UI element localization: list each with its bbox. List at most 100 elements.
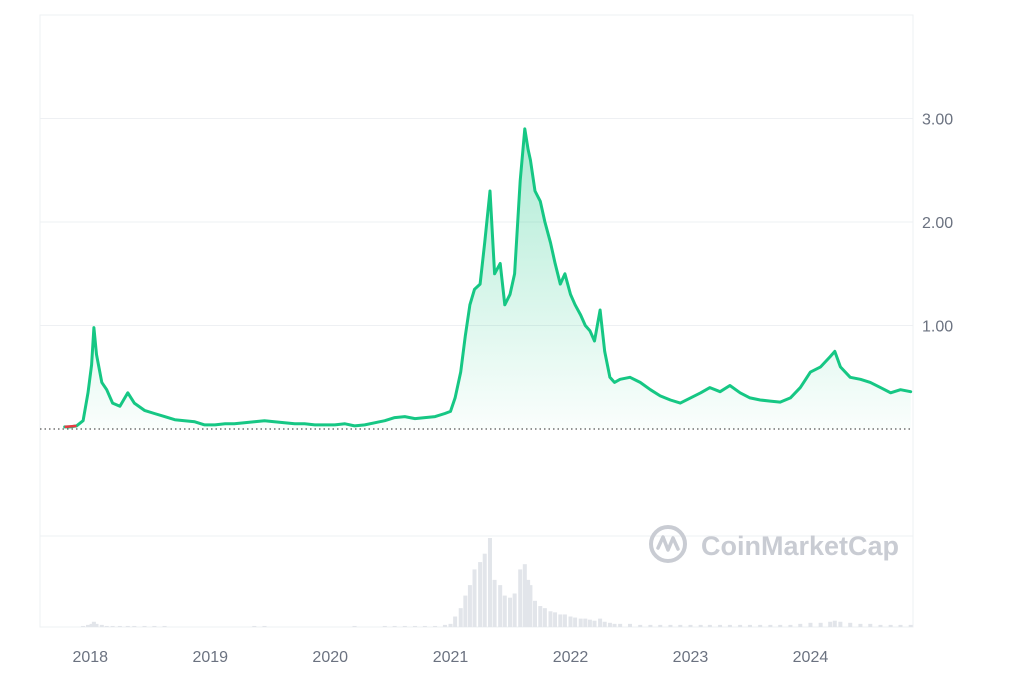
volume-bar xyxy=(898,624,903,627)
volume-bar xyxy=(832,620,837,627)
volume-bar xyxy=(518,569,523,627)
volume-bar xyxy=(598,618,603,627)
volume-bar xyxy=(562,614,567,627)
volume-bar xyxy=(81,625,86,627)
volume-bar xyxy=(162,625,167,627)
volume-bar xyxy=(99,624,104,627)
watermark-text: CoinMarketCap xyxy=(701,531,899,561)
volume-bar xyxy=(522,564,527,627)
volume-bar xyxy=(618,623,623,627)
y-tick-label: 3.00 xyxy=(922,112,953,129)
price-line-below-open xyxy=(64,424,77,429)
y-tick-label: 2.00 xyxy=(922,215,953,232)
volume-bar xyxy=(538,606,543,627)
volume-bar xyxy=(413,625,418,627)
volume-bar xyxy=(526,579,531,627)
volume-bar xyxy=(502,595,507,627)
volume-bars xyxy=(81,538,913,627)
volume-bar xyxy=(612,623,617,627)
volume-bar xyxy=(528,585,533,627)
volume-bar xyxy=(678,624,683,627)
volume-bar xyxy=(104,625,109,627)
x-tick-label: 2018 xyxy=(72,649,108,666)
volume-bar xyxy=(132,625,137,627)
y-axis-labels: 1.00 2.00 3.00 xyxy=(922,112,953,336)
volume-bar xyxy=(472,569,477,627)
volume-bar xyxy=(707,624,712,627)
volume-bar xyxy=(478,562,483,627)
volume-bar xyxy=(117,625,122,627)
volume-bar xyxy=(512,593,517,627)
volume-bar xyxy=(433,625,438,627)
volume-bar xyxy=(152,625,157,627)
volume-bar xyxy=(888,624,893,627)
volume-bar xyxy=(583,618,588,627)
volume-bar xyxy=(798,623,803,627)
volume-bar xyxy=(602,621,607,627)
coinmarketcap-logo-wave xyxy=(656,535,680,552)
x-tick-label: 2023 xyxy=(673,649,709,666)
volume-bar xyxy=(91,621,96,627)
volume-bar xyxy=(252,625,257,627)
volume-bar xyxy=(533,600,538,627)
volume-bar xyxy=(487,538,492,627)
volume-bar xyxy=(838,621,843,627)
volume-bar xyxy=(125,625,130,627)
x-tick-label: 2020 xyxy=(312,649,348,666)
volume-bar xyxy=(453,616,458,627)
volume-bar xyxy=(422,625,427,627)
volume-bar xyxy=(878,624,883,627)
volume-bar xyxy=(698,624,703,627)
volume-bar xyxy=(463,595,468,627)
coinmarketcap-logo: CoinMarketCap xyxy=(649,525,899,563)
volume-bar xyxy=(558,614,563,627)
x-axis-labels: 2018 2019 2020 2021 2022 2023 2024 xyxy=(72,649,828,666)
volume-bar xyxy=(542,608,547,627)
volume-bar xyxy=(498,585,503,627)
volume-bar xyxy=(727,624,732,627)
coinmarketcap-logo-icon xyxy=(649,525,687,563)
volume-bar xyxy=(768,624,773,627)
volume-bar xyxy=(638,624,643,627)
volume-bar xyxy=(578,618,583,627)
volume-bar xyxy=(858,623,863,627)
volume-bar xyxy=(658,624,663,627)
volume-bar xyxy=(89,623,94,627)
volume-bar xyxy=(392,625,397,627)
volume-bar xyxy=(668,624,673,627)
volume-bar xyxy=(382,625,387,627)
y-tick-label: 1.00 xyxy=(922,319,953,336)
price-area-group xyxy=(63,127,913,429)
volume-bar xyxy=(262,625,267,627)
volume-bar xyxy=(142,625,147,627)
volume-bar xyxy=(573,617,578,627)
x-tick-label: 2019 xyxy=(192,649,228,666)
volume-bar xyxy=(808,622,813,627)
volume-bar xyxy=(818,622,823,627)
volume-bar xyxy=(482,553,487,627)
volume-bar xyxy=(778,624,783,627)
volume-bar xyxy=(627,623,632,627)
x-tick-label: 2024 xyxy=(793,649,829,666)
volume-bar xyxy=(587,619,592,627)
volume-bar xyxy=(442,624,447,627)
volume-bar xyxy=(402,625,407,627)
volume-bar xyxy=(448,623,453,627)
volume-bar xyxy=(85,624,90,627)
volume-bar xyxy=(94,623,99,627)
volume-bar xyxy=(688,624,693,627)
volume-bar xyxy=(592,620,597,627)
volume-bar xyxy=(110,625,115,627)
volume-bar xyxy=(648,624,653,627)
volume-bar xyxy=(568,616,573,627)
volume-bar xyxy=(848,622,853,627)
price-area xyxy=(64,128,911,429)
volume-bar xyxy=(868,623,873,627)
volume-bar xyxy=(352,625,357,627)
volume-bar xyxy=(553,612,558,627)
volume-bar xyxy=(508,597,513,627)
x-tick-label: 2021 xyxy=(433,649,469,666)
x-tick-label: 2022 xyxy=(553,649,589,666)
volume-bar xyxy=(908,624,913,627)
